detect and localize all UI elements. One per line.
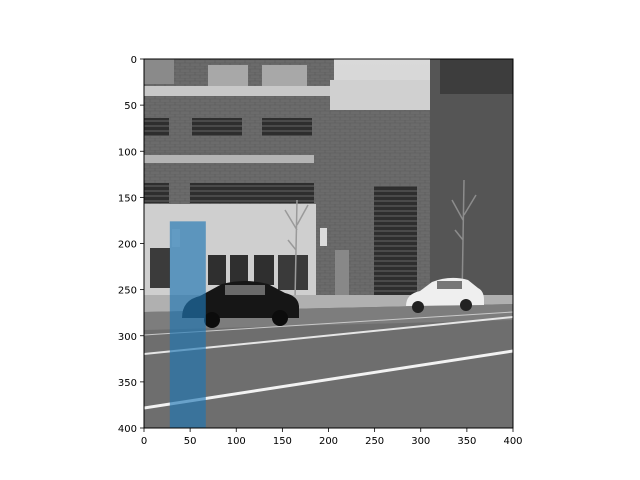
- y-tick-label: 400: [118, 424, 137, 435]
- y-tick-label: 50: [124, 101, 137, 112]
- y-axis: 0 50 100 150 200 250 300 350 400: [118, 55, 144, 435]
- y-tick-label: 150: [118, 193, 137, 204]
- highlight-box: [169, 221, 206, 428]
- x-tick-label: 50: [184, 436, 197, 447]
- x-tick-label: 100: [227, 436, 246, 447]
- x-tick-label: 300: [411, 436, 430, 447]
- y-tick-label: 100: [118, 147, 137, 158]
- x-tick-label: 0: [141, 436, 147, 447]
- x-tick-label: 200: [319, 436, 338, 447]
- y-tick-label: 200: [118, 240, 137, 251]
- y-tick-label: 0: [131, 55, 137, 66]
- y-tick-label: 250: [118, 286, 137, 297]
- x-tick-label: 250: [365, 436, 384, 447]
- x-axis: 0 50 100 150 200 250 300 350 400: [141, 428, 523, 447]
- x-tick-label: 150: [273, 436, 292, 447]
- y-tick-label: 300: [118, 332, 137, 343]
- street-photo: [144, 59, 513, 428]
- x-tick-label: 350: [457, 436, 476, 447]
- y-tick-label: 350: [118, 378, 137, 389]
- x-tick-label: 400: [503, 436, 522, 447]
